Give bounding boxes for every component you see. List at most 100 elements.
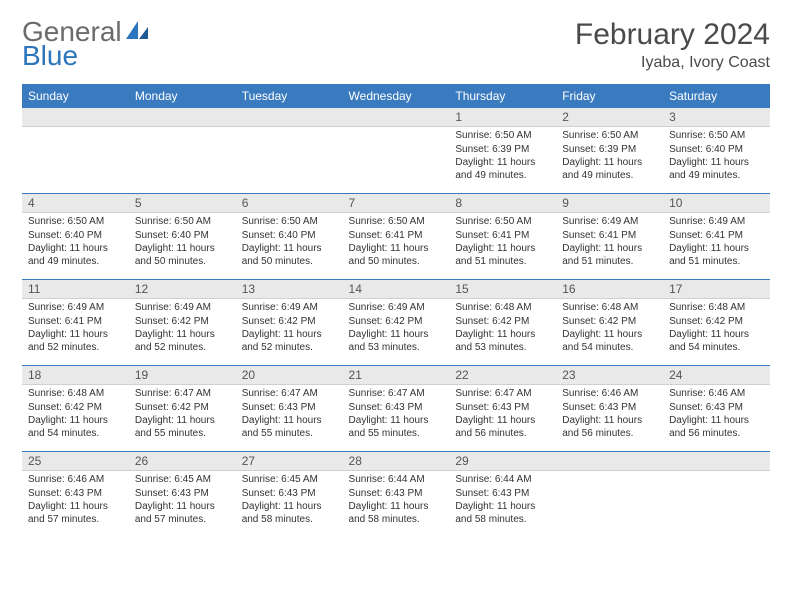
calendar-cell: 8Sunrise: 6:50 AMSunset: 6:41 PMDaylight… — [449, 193, 556, 279]
daylight-line: Daylight: 11 hours and 51 minutes. — [669, 243, 764, 268]
calendar-cell: 16Sunrise: 6:48 AMSunset: 6:42 PMDayligh… — [556, 279, 663, 365]
sunrise-line: Sunrise: 6:47 AM — [242, 388, 337, 401]
day-number-bar: 5 — [129, 193, 236, 213]
sunrise-line: Sunrise: 6:46 AM — [669, 388, 764, 401]
day-details: Sunrise: 6:48 AMSunset: 6:42 PMDaylight:… — [22, 385, 129, 445]
sunset-line: Sunset: 6:43 PM — [135, 488, 230, 501]
day-details: Sunrise: 6:50 AMSunset: 6:40 PMDaylight:… — [22, 213, 129, 273]
calendar-cell: 3Sunrise: 6:50 AMSunset: 6:40 PMDaylight… — [663, 107, 770, 193]
sunset-line: Sunset: 6:42 PM — [242, 316, 337, 329]
weekday-header: Tuesday — [236, 85, 343, 107]
daylight-line: Daylight: 11 hours and 56 minutes. — [455, 415, 550, 440]
calendar-cell: 9Sunrise: 6:49 AMSunset: 6:41 PMDaylight… — [556, 193, 663, 279]
logo: GeneralBlue — [22, 18, 150, 70]
day-details: Sunrise: 6:49 AMSunset: 6:41 PMDaylight:… — [22, 299, 129, 359]
day-details: Sunrise: 6:48 AMSunset: 6:42 PMDaylight:… — [663, 299, 770, 359]
sunrise-line: Sunrise: 6:47 AM — [349, 388, 444, 401]
weekday-header: Monday — [129, 85, 236, 107]
day-details: Sunrise: 6:50 AMSunset: 6:41 PMDaylight:… — [449, 213, 556, 273]
daylight-line: Daylight: 11 hours and 54 minutes. — [669, 329, 764, 354]
sunrise-line: Sunrise: 6:44 AM — [349, 474, 444, 487]
calendar-week-row: 1Sunrise: 6:50 AMSunset: 6:39 PMDaylight… — [22, 107, 770, 193]
sunrise-line: Sunrise: 6:48 AM — [562, 302, 657, 315]
day-details: Sunrise: 6:47 AMSunset: 6:42 PMDaylight:… — [129, 385, 236, 445]
day-details: Sunrise: 6:44 AMSunset: 6:43 PMDaylight:… — [449, 471, 556, 531]
calendar-cell: 19Sunrise: 6:47 AMSunset: 6:42 PMDayligh… — [129, 365, 236, 451]
day-number-bar: 15 — [449, 279, 556, 299]
calendar-cell: 10Sunrise: 6:49 AMSunset: 6:41 PMDayligh… — [663, 193, 770, 279]
day-details: Sunrise: 6:48 AMSunset: 6:42 PMDaylight:… — [449, 299, 556, 359]
daylight-line: Daylight: 11 hours and 57 minutes. — [28, 501, 123, 526]
sunrise-line: Sunrise: 6:49 AM — [349, 302, 444, 315]
day-details: Sunrise: 6:46 AMSunset: 6:43 PMDaylight:… — [556, 385, 663, 445]
sunrise-line: Sunrise: 6:50 AM — [669, 130, 764, 143]
day-number-bar — [236, 107, 343, 127]
sunrise-line: Sunrise: 6:47 AM — [135, 388, 230, 401]
day-number-bar: 2 — [556, 107, 663, 127]
day-number-bar: 9 — [556, 193, 663, 213]
day-details: Sunrise: 6:47 AMSunset: 6:43 PMDaylight:… — [449, 385, 556, 445]
sunset-line: Sunset: 6:41 PM — [28, 316, 123, 329]
day-number-bar: 27 — [236, 451, 343, 471]
day-details: Sunrise: 6:50 AMSunset: 6:39 PMDaylight:… — [449, 127, 556, 187]
day-details: Sunrise: 6:50 AMSunset: 6:40 PMDaylight:… — [129, 213, 236, 273]
daylight-line: Daylight: 11 hours and 56 minutes. — [669, 415, 764, 440]
day-number-bar: 20 — [236, 365, 343, 385]
sunrise-line: Sunrise: 6:50 AM — [455, 216, 550, 229]
calendar-cell — [556, 451, 663, 537]
daylight-line: Daylight: 11 hours and 55 minutes. — [135, 415, 230, 440]
day-number-bar — [129, 107, 236, 127]
sunset-line: Sunset: 6:40 PM — [669, 144, 764, 157]
calendar-cell: 7Sunrise: 6:50 AMSunset: 6:41 PMDaylight… — [343, 193, 450, 279]
sunset-line: Sunset: 6:43 PM — [242, 488, 337, 501]
calendar-cell — [22, 107, 129, 193]
sunset-line: Sunset: 6:41 PM — [349, 230, 444, 243]
day-number-bar — [663, 451, 770, 471]
day-details: Sunrise: 6:50 AMSunset: 6:41 PMDaylight:… — [343, 213, 450, 273]
calendar-cell: 29Sunrise: 6:44 AMSunset: 6:43 PMDayligh… — [449, 451, 556, 537]
day-details: Sunrise: 6:46 AMSunset: 6:43 PMDaylight:… — [22, 471, 129, 531]
sunrise-line: Sunrise: 6:48 AM — [669, 302, 764, 315]
location-subtitle: Iyaba, Ivory Coast — [575, 54, 770, 72]
daylight-line: Daylight: 11 hours and 51 minutes. — [562, 243, 657, 268]
sunrise-line: Sunrise: 6:49 AM — [669, 216, 764, 229]
day-number-bar: 6 — [236, 193, 343, 213]
sunrise-line: Sunrise: 6:48 AM — [28, 388, 123, 401]
calendar-table: SundayMondayTuesdayWednesdayThursdayFrid… — [22, 85, 770, 537]
sunset-line: Sunset: 6:42 PM — [135, 402, 230, 415]
sunset-line: Sunset: 6:43 PM — [669, 402, 764, 415]
sunrise-line: Sunrise: 6:45 AM — [242, 474, 337, 487]
day-number-bar: 3 — [663, 107, 770, 127]
day-number-bar: 13 — [236, 279, 343, 299]
daylight-line: Daylight: 11 hours and 49 minutes. — [562, 157, 657, 182]
day-number-bar: 25 — [22, 451, 129, 471]
day-details: Sunrise: 6:44 AMSunset: 6:43 PMDaylight:… — [343, 471, 450, 531]
day-number-bar: 22 — [449, 365, 556, 385]
header: GeneralBlue February 2024 Iyaba, Ivory C… — [22, 18, 770, 72]
calendar-cell: 13Sunrise: 6:49 AMSunset: 6:42 PMDayligh… — [236, 279, 343, 365]
sunrise-line: Sunrise: 6:49 AM — [28, 302, 123, 315]
daylight-line: Daylight: 11 hours and 49 minutes. — [455, 157, 550, 182]
day-number-bar: 21 — [343, 365, 450, 385]
day-number-bar: 7 — [343, 193, 450, 213]
sunrise-line: Sunrise: 6:50 AM — [349, 216, 444, 229]
daylight-line: Daylight: 11 hours and 51 minutes. — [455, 243, 550, 268]
day-number-bar: 19 — [129, 365, 236, 385]
sunrise-line: Sunrise: 6:50 AM — [242, 216, 337, 229]
calendar-cell: 21Sunrise: 6:47 AMSunset: 6:43 PMDayligh… — [343, 365, 450, 451]
day-number-bar: 10 — [663, 193, 770, 213]
sunset-line: Sunset: 6:42 PM — [349, 316, 444, 329]
calendar-week-row: 18Sunrise: 6:48 AMSunset: 6:42 PMDayligh… — [22, 365, 770, 451]
day-number-bar: 23 — [556, 365, 663, 385]
day-number-bar: 8 — [449, 193, 556, 213]
day-details: Sunrise: 6:46 AMSunset: 6:43 PMDaylight:… — [663, 385, 770, 445]
calendar-cell: 27Sunrise: 6:45 AMSunset: 6:43 PMDayligh… — [236, 451, 343, 537]
daylight-line: Daylight: 11 hours and 58 minutes. — [349, 501, 444, 526]
sunset-line: Sunset: 6:39 PM — [455, 144, 550, 157]
weekday-header-row: SundayMondayTuesdayWednesdayThursdayFrid… — [22, 85, 770, 107]
sunset-line: Sunset: 6:43 PM — [349, 402, 444, 415]
weekday-header: Thursday — [449, 85, 556, 107]
calendar-cell: 12Sunrise: 6:49 AMSunset: 6:42 PMDayligh… — [129, 279, 236, 365]
sunset-line: Sunset: 6:42 PM — [28, 402, 123, 415]
day-details: Sunrise: 6:45 AMSunset: 6:43 PMDaylight:… — [236, 471, 343, 531]
